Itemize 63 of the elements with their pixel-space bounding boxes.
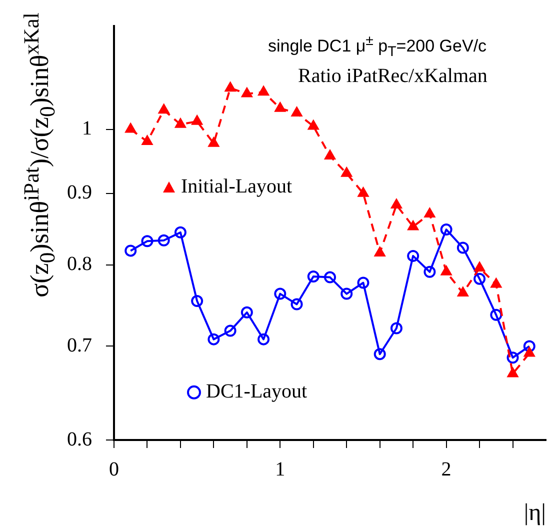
point — [142, 136, 153, 146]
point — [474, 262, 485, 272]
y-tick-label: 0.6 — [67, 428, 92, 450]
point — [340, 288, 353, 300]
y-tick-label: 0.7 — [67, 334, 92, 356]
point — [174, 226, 186, 238]
point — [258, 86, 269, 96]
point — [324, 271, 336, 284]
x-tick-label: 0 — [109, 458, 119, 480]
point — [274, 102, 286, 112]
point — [357, 276, 370, 289]
point — [158, 104, 170, 114]
point — [308, 120, 319, 130]
point — [408, 220, 418, 230]
point — [240, 306, 253, 318]
point — [307, 270, 320, 283]
point — [258, 333, 270, 346]
point — [124, 244, 137, 257]
point — [208, 137, 220, 147]
annotation: Ratio iPatRec/xKalman — [298, 65, 488, 87]
point — [374, 348, 386, 360]
point — [158, 234, 170, 246]
point — [141, 235, 154, 248]
point — [358, 187, 369, 197]
point — [458, 287, 468, 297]
point — [191, 295, 204, 308]
point — [242, 88, 252, 98]
x-tick-label: 1 — [275, 458, 286, 480]
point — [324, 150, 336, 160]
point — [175, 118, 186, 128]
point — [407, 250, 420, 262]
y-tick-label: 1 — [82, 118, 92, 140]
point — [440, 224, 452, 236]
point — [125, 123, 136, 133]
point — [224, 82, 236, 92]
point — [390, 322, 402, 334]
point — [490, 308, 502, 321]
point — [290, 298, 303, 310]
point — [523, 340, 536, 352]
point — [424, 266, 436, 278]
point — [507, 368, 518, 378]
point — [424, 208, 436, 218]
x-axis-title: |η| — [524, 500, 546, 526]
point — [274, 288, 286, 300]
x-tick-label: 2 — [441, 458, 452, 480]
y-tick-label: 0.9 — [67, 182, 92, 204]
point — [291, 107, 302, 117]
point — [374, 246, 386, 256]
point — [341, 167, 352, 177]
legend-label: DC1-Layout — [206, 380, 308, 403]
legend-label: Initial-Layout — [181, 176, 293, 198]
point — [524, 347, 535, 357]
point — [391, 198, 402, 208]
point — [440, 266, 452, 276]
point — [490, 278, 502, 288]
point — [224, 324, 236, 337]
point — [474, 272, 486, 285]
annotation: single DC1 μ$^{±}$ p$_{T}$=200 GeV/c — [268, 33, 487, 60]
point — [192, 115, 202, 125]
point — [208, 333, 220, 346]
point — [506, 352, 519, 364]
y-tick-label: 0.8 — [67, 253, 92, 276]
point — [456, 242, 469, 254]
